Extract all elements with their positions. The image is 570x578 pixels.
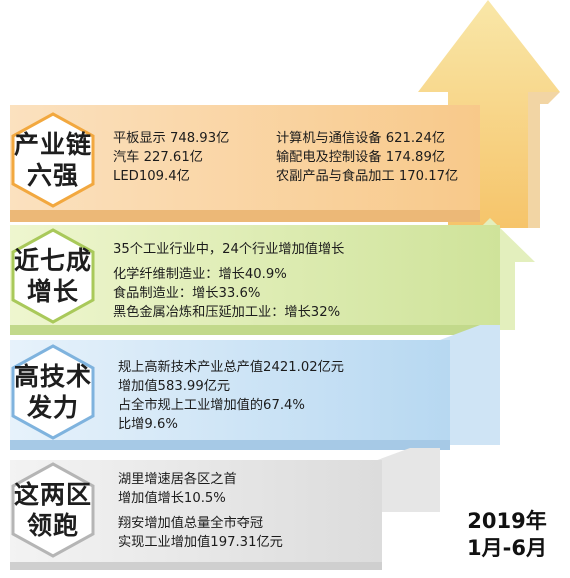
hex-title-line2: 增长	[26, 277, 79, 306]
date-range-label: 2019年 1月-6月	[448, 508, 566, 562]
high-tech-line: 增加值583.99亿元	[118, 379, 231, 394]
growth-summary: 35个工业行业中，24个行业增加值增长 化学纤维制造业：增长40.9% 食品制造…	[113, 240, 344, 322]
districts-line: 湖里增速居各区之首	[118, 472, 237, 487]
industry-right-column: 计算机与通信设备 621.24亿 输配电及控制设备 174.89亿 农副产品与食…	[276, 129, 458, 186]
growth-line: 35个工业行业中，24个行业增加值增长	[113, 242, 345, 257]
hex-title-line1: 高技术	[13, 362, 92, 391]
high-tech-line: 比增9.6%	[118, 417, 178, 432]
hexagon-label-high-tech: 高技术 发力	[10, 344, 96, 440]
hexagon-label-industry-chain: 产业链 六强	[10, 112, 96, 208]
growth-line: 化学纤维制造业：增长40.9%	[113, 267, 287, 282]
hex-title-line1: 近七成	[13, 246, 92, 275]
hex-title-line2: 发力	[26, 393, 79, 422]
high-tech-line: 占全市规上工业增加值的67.4%	[118, 398, 305, 413]
high-tech-line: 规上高新技术产业总产值2421.02亿元	[118, 360, 344, 375]
districts-line: 增加值增长10.5%	[118, 491, 226, 506]
hex-title-line2: 领跑	[26, 511, 79, 540]
districts-line: 翔安增加值总量全市夺冠	[118, 516, 264, 531]
industry-left-column: 平板显示 748.93亿 汽车 227.61亿 LED109.4亿	[113, 129, 229, 186]
industry-left-line: LED109.4亿	[113, 169, 190, 184]
hexagon-label-two-districts: 这两区 领跑	[10, 462, 96, 558]
industry-right-line: 农副产品与食品加工 170.17亿	[276, 169, 459, 184]
districts-line: 实现工业增加值197.31亿元	[118, 535, 283, 550]
orange-arrow-band	[10, 0, 560, 228]
industry-left-line: 平板显示 748.93亿	[113, 131, 230, 146]
date-year: 2019年	[467, 509, 547, 533]
growth-line: 食品制造业：增长33.6%	[113, 286, 261, 301]
hex-title-line1: 产业链	[13, 130, 92, 159]
industry-right-line: 计算机与通信设备 621.24亿	[276, 131, 446, 146]
hex-title-line1: 这两区	[13, 480, 92, 509]
hex-title-line2: 六强	[26, 161, 79, 190]
hexagon-label-growth: 近七成 增长	[10, 228, 96, 324]
blue-step-band	[10, 325, 500, 450]
districts-summary: 湖里增速居各区之首 增加值增长10.5% 翔安增加值总量全市夺冠 实现工业增加值…	[118, 470, 283, 552]
industry-right-line: 输配电及控制设备 174.89亿	[276, 150, 446, 165]
industry-left-line: 汽车 227.61亿	[113, 150, 203, 165]
date-months: 1月-6月	[467, 536, 547, 560]
high-tech-summary: 规上高新技术产业总产值2421.02亿元 增加值583.99亿元 占全市规上工业…	[118, 358, 344, 434]
growth-line: 黑色金属冶炼和压延加工业：增长32%	[113, 305, 341, 320]
